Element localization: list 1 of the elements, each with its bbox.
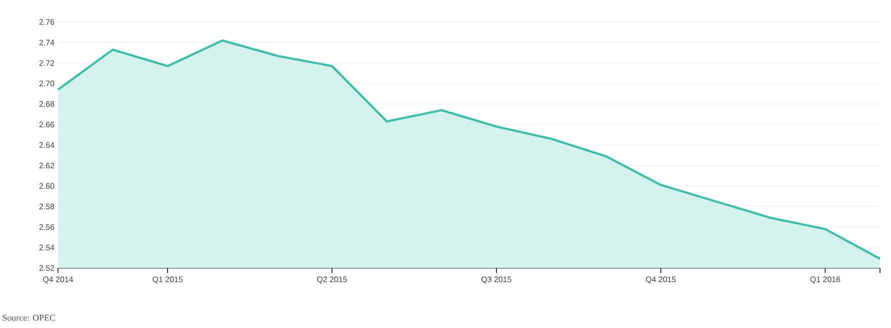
source-note: Source: OPEC	[2, 314, 56, 321]
